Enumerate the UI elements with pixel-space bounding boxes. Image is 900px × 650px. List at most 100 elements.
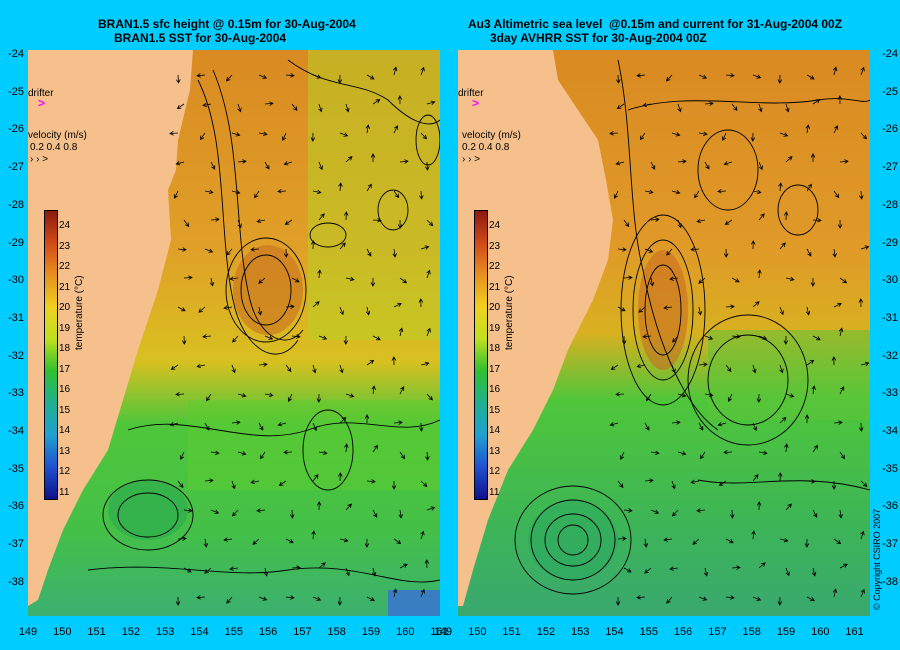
velocity-arrow (669, 566, 679, 571)
velocity-arrow (832, 588, 838, 598)
velocity-arrow (785, 276, 795, 282)
x-tick-label: 159 (776, 626, 796, 638)
velocity-arrow (785, 567, 790, 577)
velocity-arrow (717, 422, 727, 427)
y-tick-label: -37 (8, 538, 24, 551)
velocity-arrow (858, 422, 864, 432)
velocity-arrow (287, 393, 293, 402)
x-tick-label: 154 (190, 626, 209, 638)
velocity-arrow (252, 538, 260, 545)
cold-water-patch (388, 590, 440, 616)
colorbar-tick-label: 22 (489, 261, 501, 272)
velocity-arrow (196, 73, 206, 78)
velocity-arrow (397, 95, 403, 105)
velocity-arrow (372, 99, 381, 105)
velocity-arrow (226, 596, 233, 604)
velocity-arrow (644, 189, 654, 195)
colorbar-tick-label: 18 (489, 343, 501, 354)
x-tick-label: 161 (430, 626, 449, 638)
velocity-arrow (420, 588, 425, 598)
y-tick-label: -34 (8, 425, 24, 437)
velocity-arrow (779, 416, 787, 424)
velocity-arrow (616, 103, 625, 110)
velocity-arrow (264, 392, 274, 398)
velocity-arrow (169, 422, 179, 427)
velocity-arrow (860, 361, 870, 367)
right-map-panel: drifter > velocity (m/s) 0.2 0.4 0.8 › ›… (458, 50, 870, 616)
x-tick-label: 156 (673, 626, 693, 638)
velocity-arrow (393, 420, 403, 425)
velocity-arrow (812, 335, 821, 341)
velocity-arrow (752, 364, 757, 374)
velocity-arrow (345, 393, 355, 398)
velocity-arrow (783, 335, 789, 345)
velocity-arrow (752, 74, 762, 79)
right-colorbar (474, 210, 488, 500)
velocity-arrow (264, 161, 270, 170)
velocity-arrow (724, 219, 733, 225)
velocity-arrow (370, 153, 376, 163)
y-tick-label: -33 (8, 387, 24, 400)
colorbar-tick-label: 17 (489, 363, 501, 375)
x-tick-label: 157 (293, 626, 312, 638)
velocity-arrow (806, 74, 815, 80)
velocity-arrows (169, 66, 436, 606)
velocity-arrow (225, 74, 233, 82)
velocity-arrow (837, 95, 843, 105)
velocity-arrow (256, 508, 266, 513)
velocity-arrow (372, 509, 378, 518)
left-title-line1: BRAN1.5 sfc height @ 0.15m for 30-Aug-20… (98, 17, 356, 31)
y-tick-label: -30 (8, 274, 24, 287)
y-tick-label: -25 (882, 85, 898, 98)
velocity-arrow (623, 567, 632, 573)
velocity-arrow (650, 450, 660, 456)
velocity-arrow (237, 219, 242, 229)
velocity-arrow (312, 422, 317, 432)
velocity-arrow (777, 74, 783, 84)
velocity-arrow (204, 422, 210, 431)
x-tick-label: 149 (18, 626, 38, 638)
velocity-arrow (231, 480, 236, 490)
velocity-arrow (281, 132, 287, 142)
velocity-arrow (392, 66, 398, 76)
velocity-arrow (839, 451, 846, 460)
velocity-arrow (858, 298, 864, 308)
velocity-arrow (370, 277, 376, 287)
velocity-arrow (636, 363, 646, 369)
velocity-arrow (756, 393, 762, 403)
velocity-arrow (812, 444, 819, 453)
velocity-arrow (291, 277, 300, 283)
contour-lines (87, 59, 440, 583)
velocity-arrow (223, 537, 233, 542)
right-velocity-label: velocity (m/s) (462, 130, 521, 141)
colorbar-tick-label: 11 (489, 486, 500, 498)
velocity-arrow (613, 190, 619, 199)
velocity-arrow (277, 189, 287, 194)
velocity-arrow (393, 538, 402, 545)
colorbar-tick-label: 19 (489, 322, 501, 334)
velocity-arrow (285, 304, 295, 309)
velocity-arrow (804, 414, 810, 424)
velocity-arrow (312, 474, 319, 482)
right-title-line1: Au3 Altimetric sea level @0.15m and curr… (468, 17, 843, 31)
velocity-arrow (644, 248, 654, 253)
cold-eddy (108, 480, 188, 540)
colorbar-tick-label: 12 (59, 466, 71, 477)
velocity-arrow (183, 567, 192, 573)
velocity-arrow (175, 392, 185, 397)
velocity-arrow (291, 103, 298, 111)
velocity-arrow (860, 480, 868, 488)
velocity-arrow (638, 306, 646, 313)
velocity-arrow (365, 124, 370, 134)
velocity-arrow (393, 125, 399, 134)
velocity-arrow (677, 393, 687, 398)
colorbar-tick-label: 16 (489, 384, 501, 395)
velocity-arrow (700, 451, 706, 460)
velocity-arrow (399, 159, 409, 164)
velocity-arrow (264, 101, 274, 106)
velocity-arrow (692, 538, 700, 545)
velocity-arrow (833, 420, 843, 425)
colorbar-tick-label: 11 (59, 486, 70, 498)
velocity-arrow (339, 132, 349, 137)
right-velocity-arrows-key: › › > (462, 154, 481, 165)
